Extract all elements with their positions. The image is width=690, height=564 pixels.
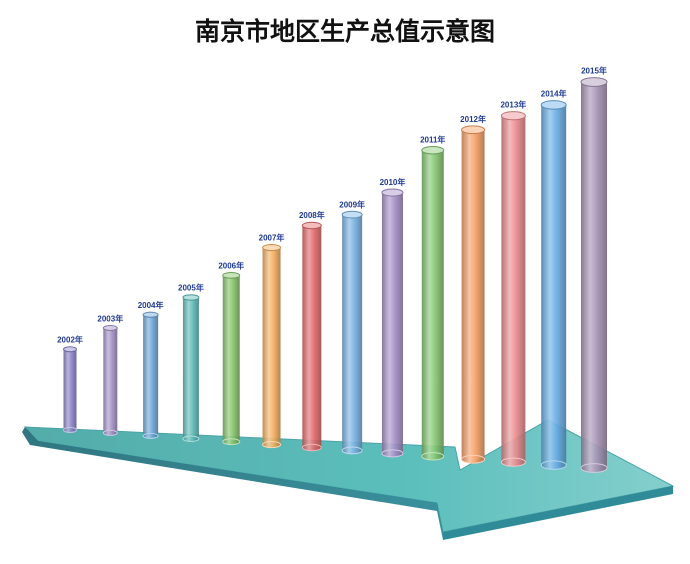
cylinder-base [182,435,200,442]
bar-2014年 [540,100,567,470]
cylinder-base [102,429,118,436]
bar-2010年 [381,188,404,458]
cylinder-top [461,125,486,135]
bar-2002年 [63,346,77,433]
bar-2009年 [341,210,363,455]
cylinder-base [580,463,608,473]
cylinder-body [421,150,444,461]
cylinder-top [63,346,77,353]
cylinder-base [421,452,445,461]
cylinder-top [142,311,159,318]
year-label: 2008年 [299,210,325,220]
bar-2013年 [500,111,526,467]
year-label: 2006年 [218,260,244,270]
year-label: 2009年 [339,199,365,209]
year-label: 2007年 [259,233,285,243]
bar-2015年 [580,77,608,473]
cylinder-base [262,441,282,449]
year-label: 2002年 [57,335,83,345]
cylinder-body [381,192,403,457]
bar-2005年 [182,294,200,442]
bar-2012年 [461,125,486,464]
arrow-tip-side [443,486,673,540]
cylinder-base [381,449,404,458]
cylinder-body [182,297,199,442]
cylinder-top [500,111,526,121]
cylinder-body [342,214,363,454]
year-label: 2014年 [541,89,567,99]
cylinder-base [301,443,322,452]
year-label: 2015年 [581,66,607,76]
bar-2003年 [102,324,118,436]
cylinder-body [302,225,322,451]
cylinder-base [500,457,526,467]
cylinder-top [341,210,363,219]
bar-2011年 [421,146,445,461]
cylinder-top [182,294,200,301]
chart-title: 南京市地区生产总值示意图 [195,17,495,46]
year-label: 2004年 [138,300,164,310]
cylinder-base [461,454,486,464]
bar-2004年 [142,311,159,439]
cylinder-base [142,432,159,439]
cylinder-top [580,77,608,87]
cylinder-body [501,115,526,467]
year-label: 2005年 [178,283,204,293]
cylinder-body [262,247,281,448]
bar-2008年 [301,221,322,452]
year-label: 2010年 [380,177,406,187]
cylinder-body [461,129,485,464]
cylinder-base [341,446,363,455]
cylinder-body [541,104,567,470]
cylinder-base [222,438,241,446]
cylinder-top [222,271,241,279]
year-label: 2012年 [460,114,486,124]
cylinder-body [143,314,159,439]
cylinder-top [102,324,118,331]
labels-layer: 2002年 2003年 2004年 2005年 2006年 2007年 2008年 2009年… [57,66,607,345]
year-label: 2011年 [420,135,445,145]
cylinder-body [63,349,77,433]
year-label: 2013年 [500,100,526,110]
arrow-side-face [22,427,443,540]
cylinder-base [540,460,567,470]
bar-2007年 [262,244,282,449]
cylinder-top [262,244,282,252]
year-label: 2003年 [97,313,123,323]
cylinder-top [301,221,322,230]
cylinder-body [103,327,118,436]
cylinder-top [381,188,404,197]
cylinder-top [540,100,567,110]
cylinder-base [63,427,77,433]
bars-layer [63,77,608,473]
cylinder-body [581,82,608,473]
cylinder-top [421,146,445,155]
cylinder-body [222,275,240,445]
bar-2006年 [222,271,241,446]
